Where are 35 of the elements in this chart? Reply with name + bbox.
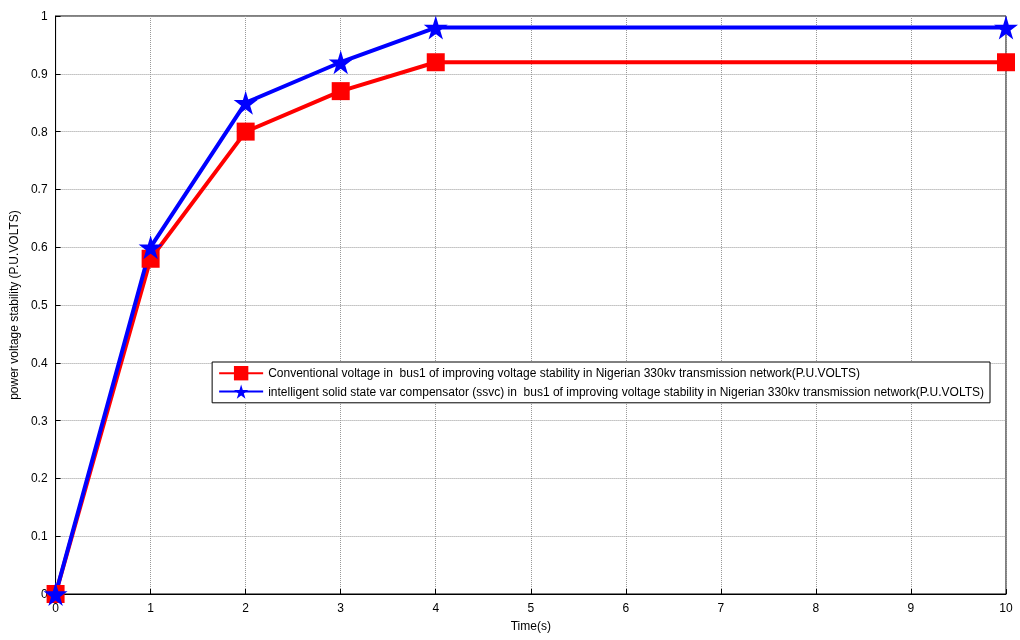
- x-axis-title: Time(s): [510, 619, 551, 633]
- x-tick-label: 5: [527, 601, 535, 615]
- y-tick-label: 0.1: [30, 529, 48, 544]
- x-tick-label: 3: [337, 601, 345, 615]
- y-tick-label: 0.5: [30, 298, 48, 312]
- x-tick-label: 7: [717, 601, 725, 615]
- y-tick-label: 0.3: [30, 413, 48, 428]
- point: [994, 15, 1018, 40]
- x-tick-label: 9: [907, 601, 915, 615]
- point: [138, 235, 163, 260]
- x-tick-label: 10: [999, 601, 1013, 615]
- point: [331, 82, 350, 101]
- y-tick-label: 0.9: [30, 66, 48, 81]
- point: [236, 122, 255, 141]
- x-tick-label: 6: [622, 601, 630, 615]
- x-tick-label: 4: [432, 601, 440, 615]
- legend-label: intelligent solid state var compensator (ssvc) in bus1 of improving voltage stability in Nigerian 330kv transmission network(P.U.VOLTS): [268, 384, 985, 399]
- point: [328, 50, 353, 75]
- x-tick-label: 8: [812, 601, 820, 615]
- x-tick-label: 2: [242, 601, 250, 615]
- y-tick-label: 0.8: [30, 124, 48, 139]
- point: [997, 53, 1015, 72]
- y-tick-label: 1: [40, 9, 48, 23]
- y-tick-label: 0.7: [30, 182, 48, 197]
- y-tick-label: 0.2: [30, 471, 48, 486]
- x-tick-label: 1: [147, 601, 155, 615]
- x-tick-label: 0: [52, 601, 60, 615]
- point: [233, 90, 258, 115]
- y-axis-title: power voltage stability (P.U.VOLTS): [7, 210, 21, 400]
- y-tick-label: 0.6: [30, 240, 48, 255]
- y-tick-label: 0.4: [30, 355, 48, 370]
- legend-label: Conventional voltage in bus1 of improving voltage stability in Nigerian 330kv transmission network(P.U.VOLTS): [268, 366, 860, 381]
- point: [423, 15, 448, 40]
- point: [426, 53, 445, 72]
- y-tick-label: 0: [40, 587, 48, 601]
